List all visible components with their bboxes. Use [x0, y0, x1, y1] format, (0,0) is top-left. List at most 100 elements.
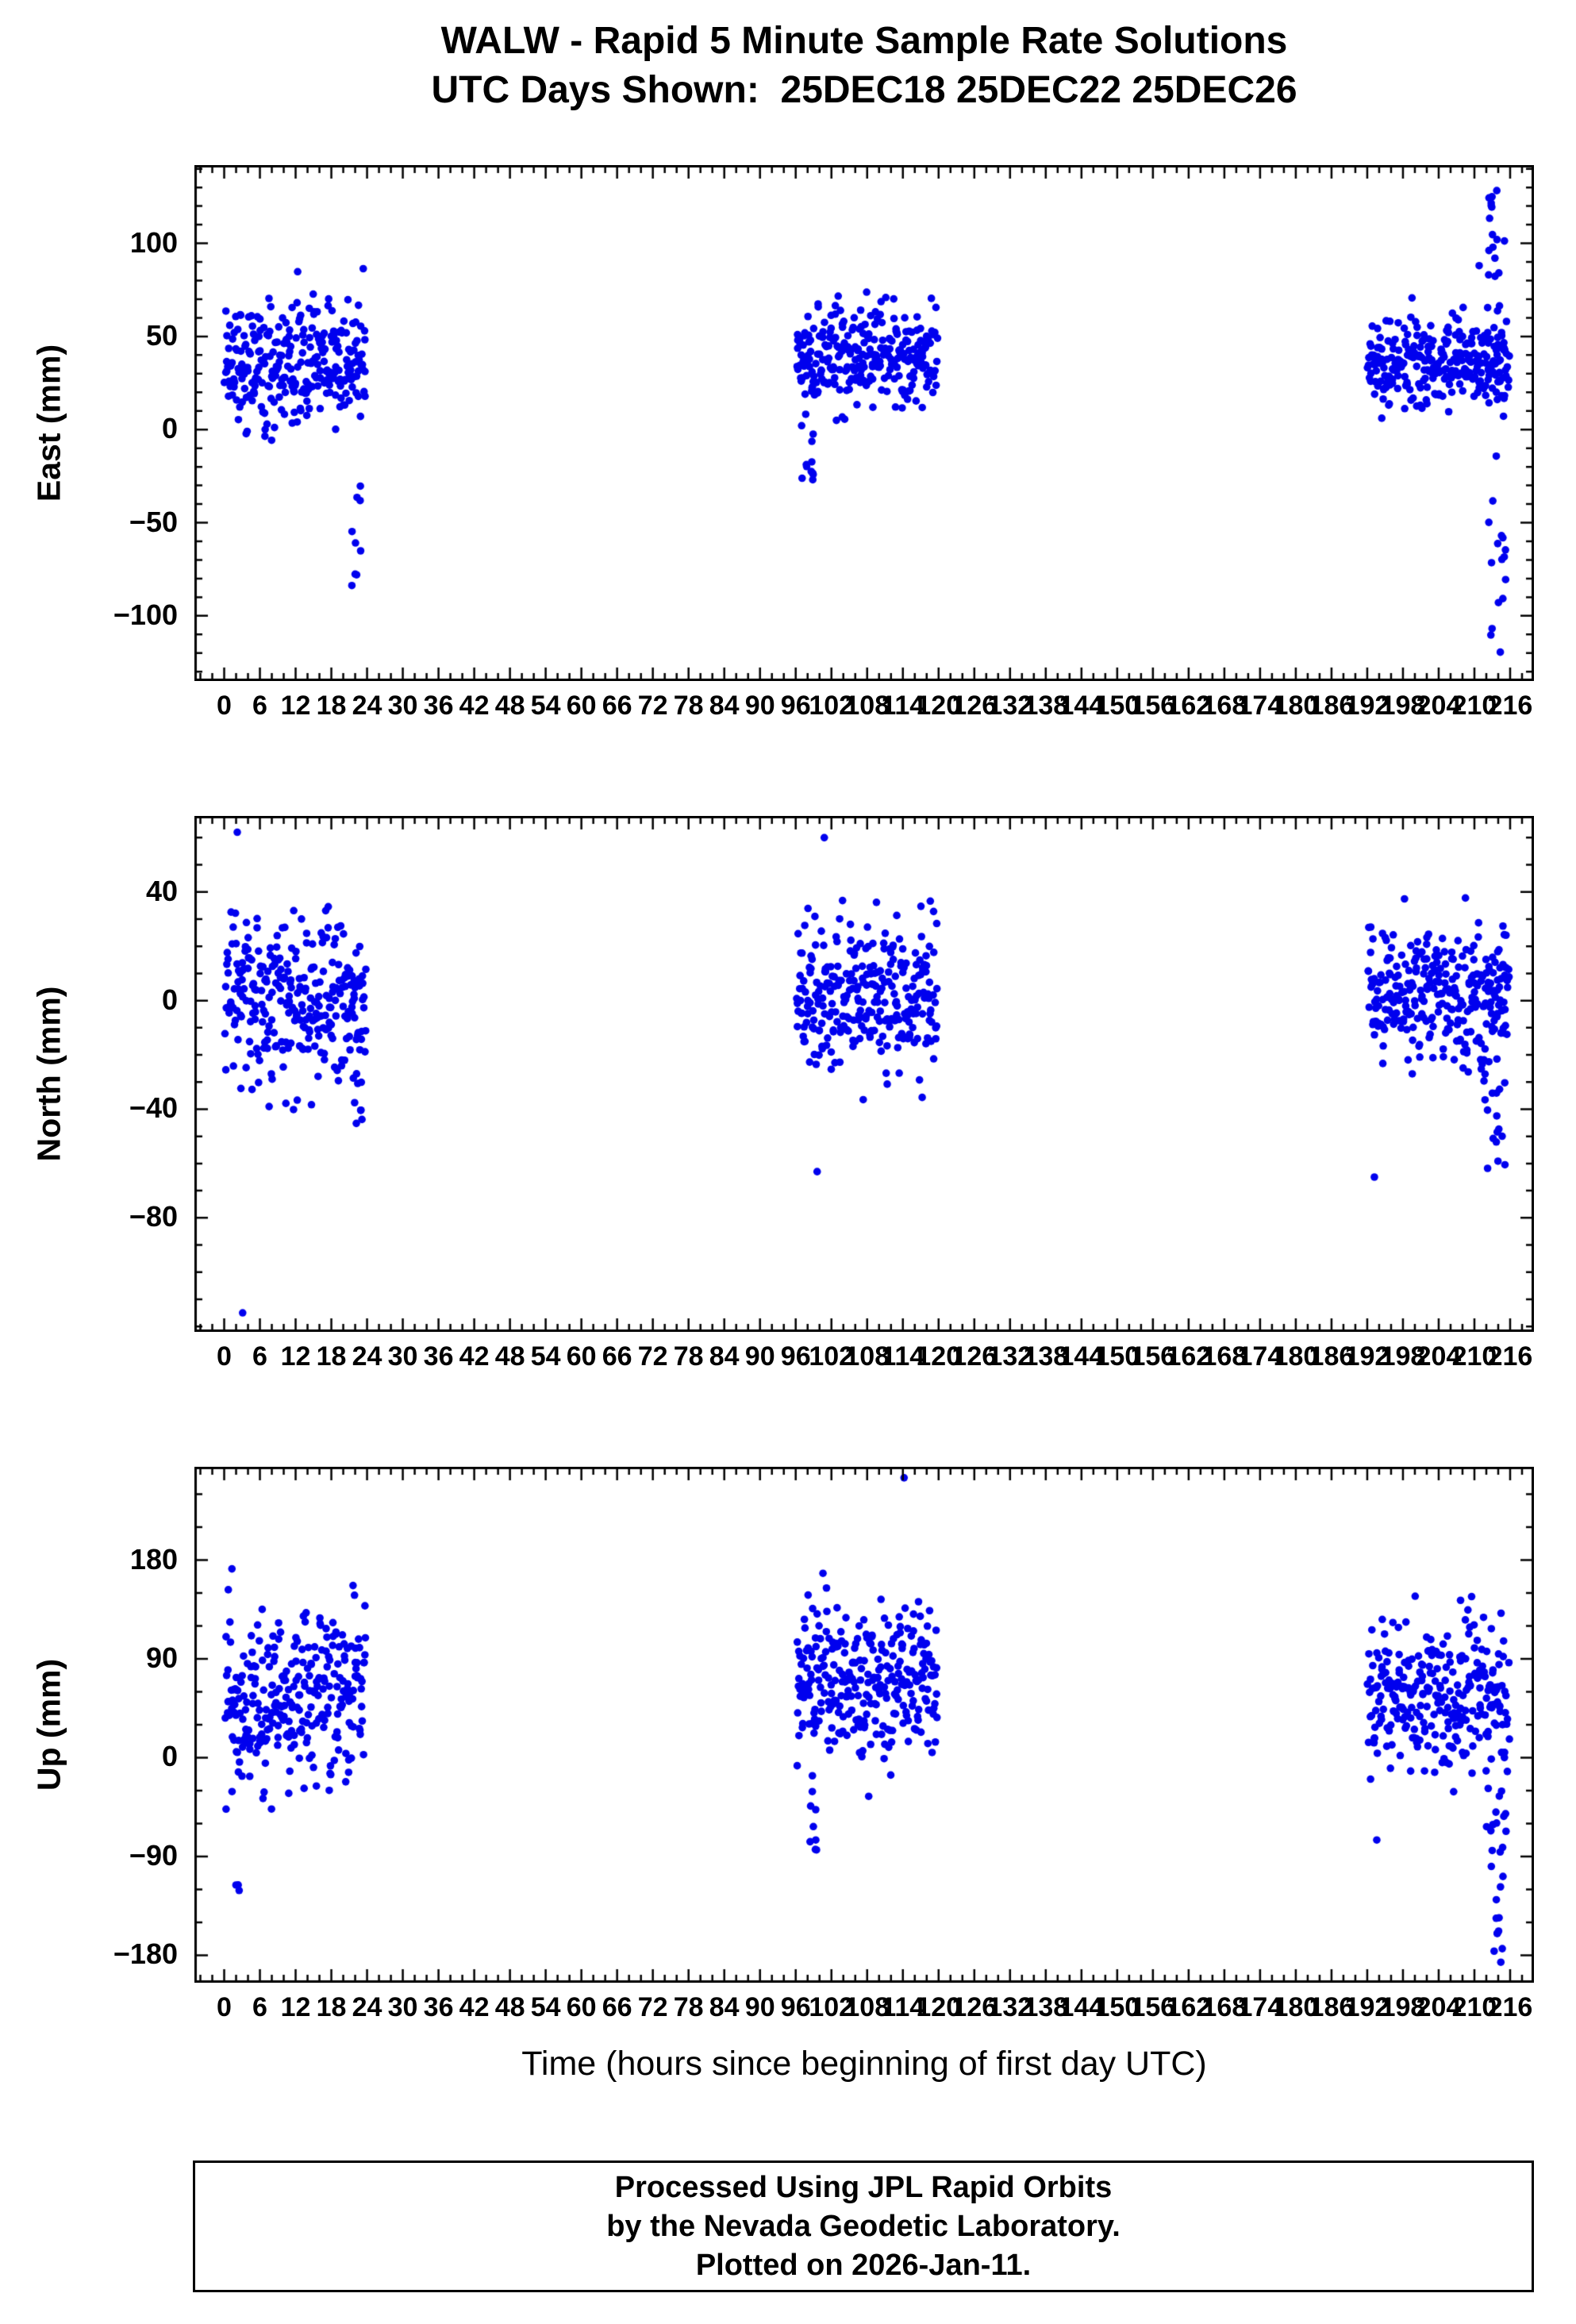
x-tick-label: 84 [709, 691, 740, 721]
x-tick-label: 36 [423, 1992, 454, 2022]
x-tick-label: 90 [744, 1341, 775, 1372]
x-tick-label: 162 [1166, 1341, 1212, 1372]
x-tick-label: 186 [1309, 1341, 1355, 1372]
panel-north: North (mm) 0 6 12 18 24 30 36 42 48 54 60 66 72 78 84 9… [0, 816, 1576, 1381]
x-tick-label: 180 [1273, 1341, 1319, 1372]
x-tick-label: 24 [352, 1992, 382, 2022]
x-tick-label: 156 [1130, 691, 1176, 721]
x-tick-label: 0 [217, 691, 232, 721]
plot-title-line1: WALW - Rapid 5 Minute Sample Rate Soluti… [440, 20, 1288, 62]
x-tick-label: 132 [987, 1992, 1033, 2022]
x-tick-label: 144 [1059, 691, 1105, 721]
x-tick-label: 42 [459, 1992, 490, 2022]
x-tick-label: 6 [252, 691, 267, 721]
y-tick-label: 0 [161, 1740, 178, 1773]
x-tick-label: 12 [280, 1992, 311, 2022]
x-tick-label: 138 [1023, 1341, 1069, 1372]
x-tick-label: 42 [459, 1341, 490, 1372]
x-tick-label: 72 [637, 691, 668, 721]
y-tick-label: 180 [129, 1542, 178, 1576]
x-tick-label: 18 [316, 691, 347, 721]
x-tick-label: 48 [494, 1992, 525, 2022]
x-tick-label: 66 [602, 1341, 632, 1372]
x-tick-label: 162 [1166, 1992, 1212, 2022]
x-tick-label: 186 [1309, 691, 1355, 721]
x-tick-label: 126 [951, 1341, 997, 1372]
x-tick-label: 204 [1416, 691, 1462, 721]
x-tick-label: 30 [387, 1992, 418, 2022]
x-tick-label: 168 [1201, 691, 1247, 721]
x-tick-label: 96 [780, 691, 811, 721]
x-tick-label: 180 [1273, 1992, 1319, 2022]
x-tick-label: 90 [744, 691, 775, 721]
x-tick-label: 72 [637, 1992, 668, 2022]
x-tick-label: 54 [530, 691, 561, 721]
x-tick-label: 216 [1487, 1341, 1533, 1372]
x-tick-label: 108 [844, 1992, 890, 2022]
plot-title-line2: UTC Days Shown: 25DEC18 25DEC22 25DEC26 [431, 69, 1297, 111]
x-tick-label: 204 [1416, 1341, 1462, 1372]
x-tick-label: 192 [1344, 1341, 1390, 1372]
x-tick-label: 138 [1023, 1992, 1069, 2022]
x-tick-label: 138 [1023, 691, 1069, 721]
x-tick-label: 108 [844, 691, 890, 721]
y-tick-label: −80 [129, 1200, 178, 1233]
y-tick-label: −40 [129, 1091, 178, 1125]
x-tick-label: 168 [1201, 1341, 1247, 1372]
x-tick-label: 150 [1094, 691, 1140, 721]
x-tick-label: 114 [881, 1341, 925, 1372]
x-tick-label: 0 [217, 1992, 232, 2022]
x-tick-label: 156 [1130, 1992, 1176, 2022]
x-tick-label: 54 [530, 1992, 561, 2022]
x-tick-label: 6 [252, 1992, 267, 2022]
scatter-canvas-up [194, 1467, 1534, 1983]
x-tick-label: 18 [316, 1992, 347, 2022]
scatter-canvas-north [194, 816, 1534, 1332]
y-tick-label: −50 [129, 505, 178, 538]
x-tick-label: 120 [916, 1992, 962, 2022]
panel-east: East (mm) 0 6 12 18 24 30 36 42 48 54 60 66 72 78 84 90… [0, 165, 1576, 730]
x-tick-label: 210 [1451, 1341, 1497, 1372]
y-tick-label: −100 [113, 598, 178, 631]
footer-line-1: Processed Using JPL Rapid Orbits [614, 2170, 1113, 2204]
x-tick-label: 174 [1237, 691, 1283, 721]
x-tick-label: 108 [844, 1341, 890, 1372]
x-tick-label: 126 [951, 691, 997, 721]
x-tick-label: 78 [673, 691, 704, 721]
x-tick-label: 114 [881, 691, 925, 721]
x-tick-label: 102 [809, 1341, 855, 1372]
y-tick-label: 50 [145, 318, 178, 352]
x-tick-label: 150 [1094, 1341, 1140, 1372]
x-tick-label: 144 [1059, 1992, 1105, 2022]
x-tick-label: 132 [987, 1341, 1033, 1372]
x-tick-label: 114 [881, 1992, 925, 2022]
x-tick-label: 0 [217, 1341, 232, 1372]
y-tick-label: 0 [161, 983, 178, 1016]
x-tick-label: 12 [280, 1341, 311, 1372]
x-tick-label: 168 [1201, 1992, 1247, 2022]
x-tick-label: 36 [423, 691, 454, 721]
x-tick-label: 126 [951, 1992, 997, 2022]
x-tick-label: 216 [1487, 691, 1533, 721]
x-tick-label: 132 [987, 691, 1033, 721]
x-tick-label: 30 [387, 1341, 418, 1372]
x-tick-label: 18 [316, 1341, 347, 1372]
x-tick-label: 102 [809, 1992, 855, 2022]
x-tick-label: 90 [744, 1992, 775, 2022]
x-tick-label: 198 [1380, 1992, 1426, 2022]
x-tick-label: 24 [352, 691, 382, 721]
scatter-canvas-east [194, 165, 1534, 681]
x-tick-label: 102 [809, 691, 855, 721]
x-tick-label: 6 [252, 1341, 267, 1372]
x-axis-label: Time (hours since beginning of first day… [521, 2045, 1207, 2083]
x-tick-label: 120 [916, 691, 962, 721]
x-tick-label: 60 [566, 1341, 597, 1372]
x-tick-label: 150 [1094, 1992, 1140, 2022]
x-tick-label: 216 [1487, 1992, 1533, 2022]
x-tick-label: 174 [1237, 1992, 1283, 2022]
x-tick-label: 78 [673, 1992, 704, 2022]
x-tick-label: 60 [566, 691, 597, 721]
y-tick-label: 0 [161, 412, 178, 445]
panel-up: Up (mm) 0 6 12 18 24 30 36 42 48 54 60 66 72 78 84 90 96… [0, 1467, 1576, 2032]
x-tick-label: 54 [530, 1341, 561, 1372]
